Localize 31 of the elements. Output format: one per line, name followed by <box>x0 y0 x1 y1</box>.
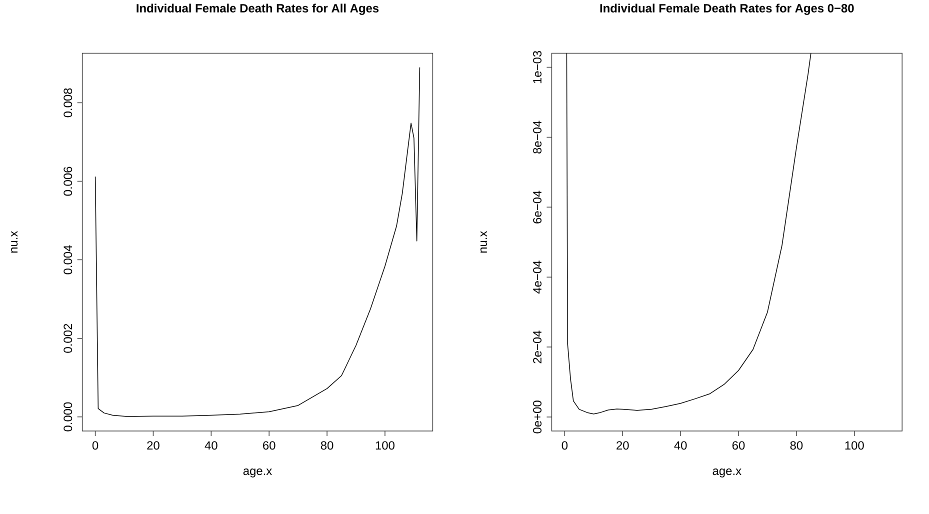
x-tick-label: 80 <box>320 441 334 450</box>
x-tick-label: 100 <box>376 441 394 450</box>
y-tick-label: 0.004 <box>64 245 72 274</box>
x-tick-label: 60 <box>732 441 745 450</box>
x-tick-label: 20 <box>616 441 629 450</box>
chart-title: Individual Female Death Rates for Ages 0−80 <box>600 4 854 15</box>
y-tick-label: 8e−04 <box>533 120 542 154</box>
y-tick-label: 0e+00 <box>533 400 542 434</box>
x-tick-label: 0 <box>92 441 98 450</box>
x-tick-label: 40 <box>674 441 687 450</box>
y-tick-label: 0.006 <box>64 166 72 196</box>
y-tick-label: 0.000 <box>64 402 72 432</box>
x-tick-label: 80 <box>790 441 803 450</box>
chart-title: Individual Female Death Rates for All Ages <box>136 4 379 15</box>
y-axis-title: nu.x <box>480 230 487 253</box>
x-tick-label: 60 <box>263 441 276 450</box>
line-series <box>566 53 812 414</box>
y-tick-label: 0.002 <box>64 324 72 353</box>
x-tick-label: 20 <box>147 441 160 450</box>
line-series <box>94 67 420 417</box>
y-tick-label: 6e−04 <box>533 190 542 224</box>
x-tick-label: 40 <box>204 441 218 450</box>
y-axis-title: nu.x <box>11 230 18 253</box>
x-axis-title: age.x <box>243 468 272 478</box>
x-tick-label: 0 <box>562 441 568 450</box>
y-tick-label: 1e−03 <box>533 51 542 84</box>
x-axis-title: age.x <box>712 468 742 478</box>
x-tick-label: 100 <box>845 441 864 450</box>
y-tick-label: 4e−04 <box>533 260 542 294</box>
y-tick-label: 2e−04 <box>533 330 542 364</box>
y-tick-label: 0.008 <box>64 88 72 118</box>
